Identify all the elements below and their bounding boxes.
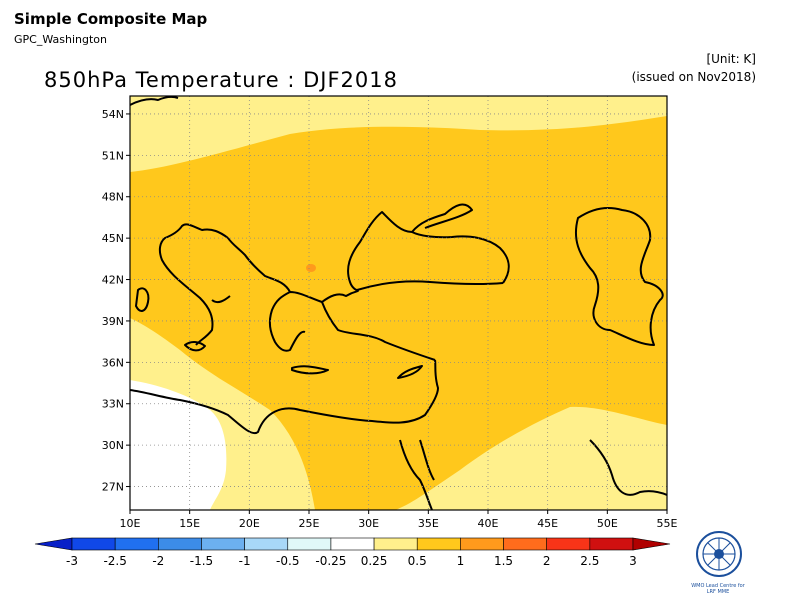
colorbar-segment — [244, 537, 289, 551]
lat-tick-label: 27N — [102, 481, 124, 494]
lat-tick-label: 30N — [102, 439, 124, 452]
map-title: 850hPa Temperature : DJF2018 — [44, 68, 398, 92]
colorbar-segment — [201, 537, 245, 551]
lon-tick-label: 15E — [179, 517, 200, 530]
lon-tick-label: 20E — [239, 517, 260, 530]
colorbar-segment — [503, 537, 547, 551]
lat-axis: 54N 51N 48N 45N 42N 39N 36N 33N 30N 27N — [102, 108, 130, 494]
colorbar-high-extension — [632, 537, 671, 551]
lon-tick-label: 10E — [120, 517, 141, 530]
lon-tick-label: 50E — [597, 517, 618, 530]
colorbar-tick-label: 2 — [543, 554, 551, 568]
lon-tick-label: 45E — [537, 517, 558, 530]
colorbar-tick-label: 2.5 — [580, 554, 599, 568]
map-frame — [129, 95, 668, 511]
colorbar-tick-label: 1 — [457, 554, 465, 568]
lat-tick-label: 48N — [102, 191, 124, 204]
anomaly-spot-orange — [306, 264, 316, 272]
colorbar-segment — [373, 537, 418, 551]
colorbar-segment — [330, 537, 375, 551]
colorbar-tick-label: -3 — [66, 554, 78, 568]
colorbar-tick-label: -0.5 — [276, 554, 299, 568]
colorbar-segment — [287, 537, 332, 551]
lon-axis: 10E 15E 20E 25E 30E 35E 40E 45E 50E 55E — [120, 510, 678, 530]
colorbar-tick-label: 0.25 — [361, 554, 388, 568]
colorbar-segment — [158, 537, 202, 551]
logo-caption: WMO Lead Centre for LRF MME — [691, 583, 745, 595]
lon-tick-label: 55E — [657, 517, 678, 530]
lat-tick-label: 54N — [102, 108, 124, 121]
colorbar-tick-label: -0.25 — [315, 554, 346, 568]
colorbar-tick-label: 0.5 — [408, 554, 427, 568]
app-title: Simple Composite Map — [14, 10, 208, 28]
map-grid — [130, 96, 667, 510]
colorbar-segment — [589, 537, 634, 551]
colorbar-tick-label: 1.5 — [494, 554, 513, 568]
lat-tick-label: 33N — [102, 398, 124, 411]
coastlines — [130, 96, 667, 510]
colorbar-segment — [546, 537, 591, 551]
issued-label: (issued on Nov2018) — [631, 70, 756, 84]
colorbar-ticks: -3 -2.5 -2 -1.5 -1 -0.5 -0.25 0.25 0.5 1 1.5 2 2.5 3 — [66, 554, 637, 568]
lat-tick-label: 42N — [102, 274, 124, 287]
lon-tick-label: 25E — [299, 517, 320, 530]
colorbar-tick-label: -2.5 — [103, 554, 126, 568]
lon-tick-label: 35E — [418, 517, 439, 530]
colorbar-segment — [416, 537, 461, 551]
colorbar — [34, 537, 671, 551]
anomaly-band-golden — [130, 116, 667, 510]
colorbar-tick-label: -1.5 — [190, 554, 213, 568]
lat-tick-label: 51N — [102, 149, 124, 162]
wmo-globe-icon — [696, 531, 742, 577]
colorbar-segment — [71, 537, 116, 551]
data-source: GPC_Washington — [14, 33, 107, 46]
unit-label: [Unit: K] — [706, 52, 756, 66]
lat-tick-label: 36N — [102, 356, 124, 369]
map-field — [130, 96, 667, 510]
lat-tick-label: 45N — [102, 232, 124, 245]
lat-tick-label: 39N — [102, 315, 124, 328]
lon-tick-label: 40E — [478, 517, 499, 530]
lon-tick-label: 30E — [358, 517, 379, 530]
colorbar-low-extension — [34, 537, 73, 551]
colorbar-tick-label: -2 — [152, 554, 164, 568]
colorbar-tick-label: 3 — [629, 554, 637, 568]
colorbar-tick-label: -1 — [239, 554, 251, 568]
colorbar-segment — [114, 537, 159, 551]
colorbar-segment — [460, 537, 504, 551]
